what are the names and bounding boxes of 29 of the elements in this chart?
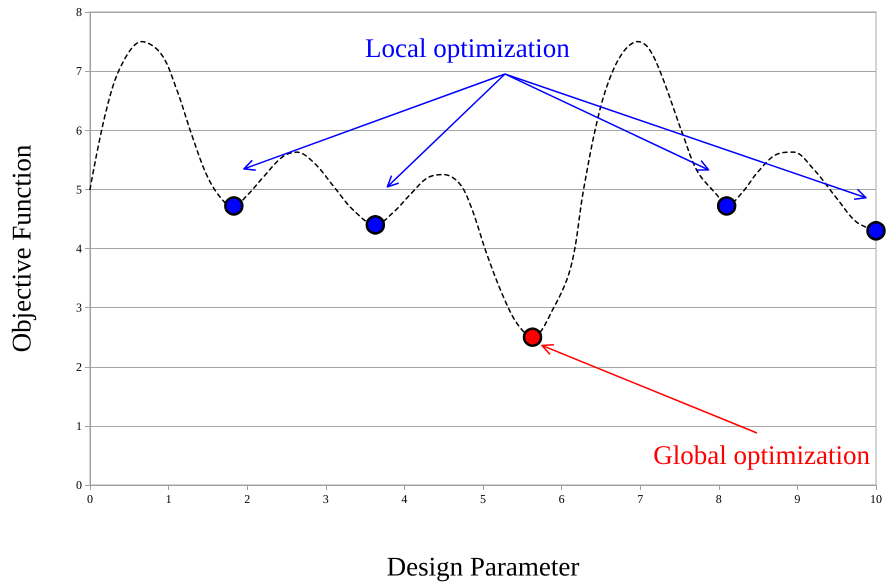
x-tick-label: 9 — [794, 492, 800, 506]
y-tick-label: 4 — [76, 242, 82, 256]
point — [366, 215, 386, 235]
point — [716, 196, 736, 216]
y-tick-label: 0 — [76, 478, 82, 492]
x-tick-label: 1 — [166, 492, 172, 506]
point — [866, 221, 886, 241]
y-tick-label: 8 — [76, 5, 82, 19]
annotation: Global optimization — [653, 440, 870, 471]
annotation: Local optimization — [365, 33, 570, 64]
x-tick-label: 2 — [244, 492, 250, 506]
y-axis-title: Objective Function — [6, 144, 36, 352]
x-tick-label: 6 — [558, 492, 565, 506]
point — [224, 196, 244, 216]
y-tick-label: 1 — [76, 418, 82, 433]
x-tick-label: 5 — [480, 492, 486, 506]
x-tick-label: 8 — [716, 492, 722, 506]
x-tick-label: 10 — [870, 492, 882, 506]
y-tick-label: 2 — [76, 360, 82, 374]
y-tick-label: 6 — [76, 123, 82, 138]
y-tick-label: 5 — [76, 182, 82, 196]
x-tick-label: 4 — [401, 492, 408, 506]
y-tick-label: 3 — [76, 300, 82, 315]
x-axis-title: Design Parameter — [386, 552, 580, 582]
y-tick-label: 7 — [76, 64, 82, 78]
point — [522, 327, 542, 347]
x-tick-label: 7 — [637, 492, 644, 506]
x-tick-label: 0 — [87, 492, 93, 506]
x-tick-label: 3 — [322, 492, 329, 506]
